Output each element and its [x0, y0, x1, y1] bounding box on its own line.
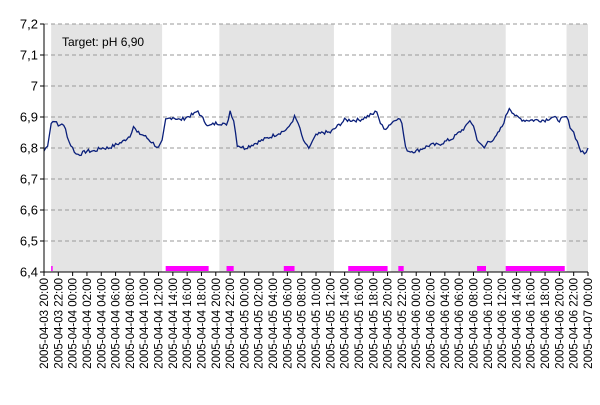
y-tick-label: 6,4: [20, 265, 38, 280]
y-tick-labels: 6,4 6,5 6,6 6,7 6,8 6,9 7 7,1 7,2: [20, 17, 38, 280]
x-tick-label: 2005-04-05 22:00: [397, 278, 409, 369]
x-tick-label: 2005-04-05 06:00: [282, 278, 294, 369]
x-tick-label: 2005-04-05 14:00: [340, 278, 352, 369]
x-tick-label: 2005-04-04 20:00: [211, 278, 223, 369]
x-tick-label: 2005-04-04 12:00: [154, 278, 166, 369]
dosing-marker-4: [348, 266, 388, 271]
series-line-group: [43, 107, 589, 157]
x-tick-label: 2005-04-06 14:00: [511, 278, 523, 369]
x-tick-label: 2005-04-06 10:00: [483, 278, 495, 369]
x-tick-label: 2005-04-06 20:00: [554, 278, 566, 369]
x-tick-label: 2005-04-06 02:00: [426, 278, 438, 369]
x-tick-label: 2005-04-05 10:00: [311, 278, 323, 369]
x-tick-label: 2005-04-06 16:00: [526, 278, 538, 369]
y-tick-label: 7,2: [20, 17, 38, 32]
y-tick-label: 6,7: [20, 172, 38, 187]
x-tick-label: 2005-04-06 04:00: [440, 278, 452, 369]
x-tick-label: 2005-04-04 16:00: [182, 278, 194, 369]
x-tick-label: 2005-04-06 18:00: [540, 278, 552, 369]
x-tick-label: 2005-04-06 22:00: [569, 278, 581, 369]
dosing-marker-3: [283, 266, 295, 271]
x-tick-label: 2005-04-05 18:00: [368, 278, 380, 369]
axes: [43, 24, 589, 276]
x-tick-labels: 2005-04-03 20:00 2005-04-03 22:00 2005-04-…: [39, 278, 595, 369]
y-tick-label: 6,9: [20, 110, 38, 125]
x-tick-label: 2005-04-05 08:00: [297, 278, 309, 369]
y-tick-label: 7,1: [20, 48, 38, 63]
dosing-marker-2: [226, 266, 234, 271]
x-tick-label: 2005-04-04 14:00: [168, 278, 180, 369]
x-tick-label: 2005-04-03 22:00: [53, 278, 65, 369]
dosing-marker-0: [51, 266, 53, 271]
dosing-marker-7: [505, 266, 565, 271]
x-tick-label: 2005-04-04 02:00: [82, 278, 94, 369]
dosing-marker-5: [398, 266, 404, 271]
x-tick-label: 2005-04-06 00:00: [411, 278, 423, 369]
x-tick-label: 2005-04-04 22:00: [225, 278, 237, 369]
x-tick-label: 2005-04-04 10:00: [139, 278, 151, 369]
y-tick-label: 7: [31, 79, 38, 94]
x-tick-label: 2005-04-05 16:00: [354, 278, 366, 369]
x-tick-label: 2005-04-07 00:00: [583, 278, 595, 369]
x-tick-label: 2005-04-05 00:00: [239, 278, 251, 369]
gridlines: [40, 23, 588, 273]
x-tick-label: 2005-04-04 18:00: [196, 278, 208, 369]
x-tick-label: 2005-04-05 12:00: [325, 278, 337, 369]
x-tick-label: 2005-04-04 08:00: [125, 278, 137, 369]
dosing-markers: [51, 266, 565, 271]
y-tick-label: 6,5: [20, 234, 38, 249]
y-tick-label: 6,8: [20, 141, 38, 156]
y-tick-label: 6,6: [20, 203, 38, 218]
x-tick-label: 2005-04-04 04:00: [96, 278, 108, 369]
dosing-marker-1: [165, 266, 209, 271]
x-tick-label: 2005-04-05 02:00: [254, 278, 266, 369]
x-tick-label: 2005-04-05 20:00: [383, 278, 395, 369]
x-tick-label: 2005-04-05 04:00: [268, 278, 280, 369]
x-tick-label: 2005-04-06 06:00: [454, 278, 466, 369]
x-tick-label: 2005-04-04 06:00: [111, 278, 123, 369]
annotation-target: Target: pH 6,90: [62, 35, 144, 49]
series-line-0: [43, 107, 589, 157]
x-tick-label: 2005-04-04 00:00: [68, 278, 80, 369]
x-tick-label: 2005-04-06 08:00: [468, 278, 480, 369]
dosing-marker-6: [477, 266, 486, 271]
x-tick-label: 2005-04-03 20:00: [39, 278, 51, 369]
x-tick-label: 2005-04-06 12:00: [497, 278, 509, 369]
